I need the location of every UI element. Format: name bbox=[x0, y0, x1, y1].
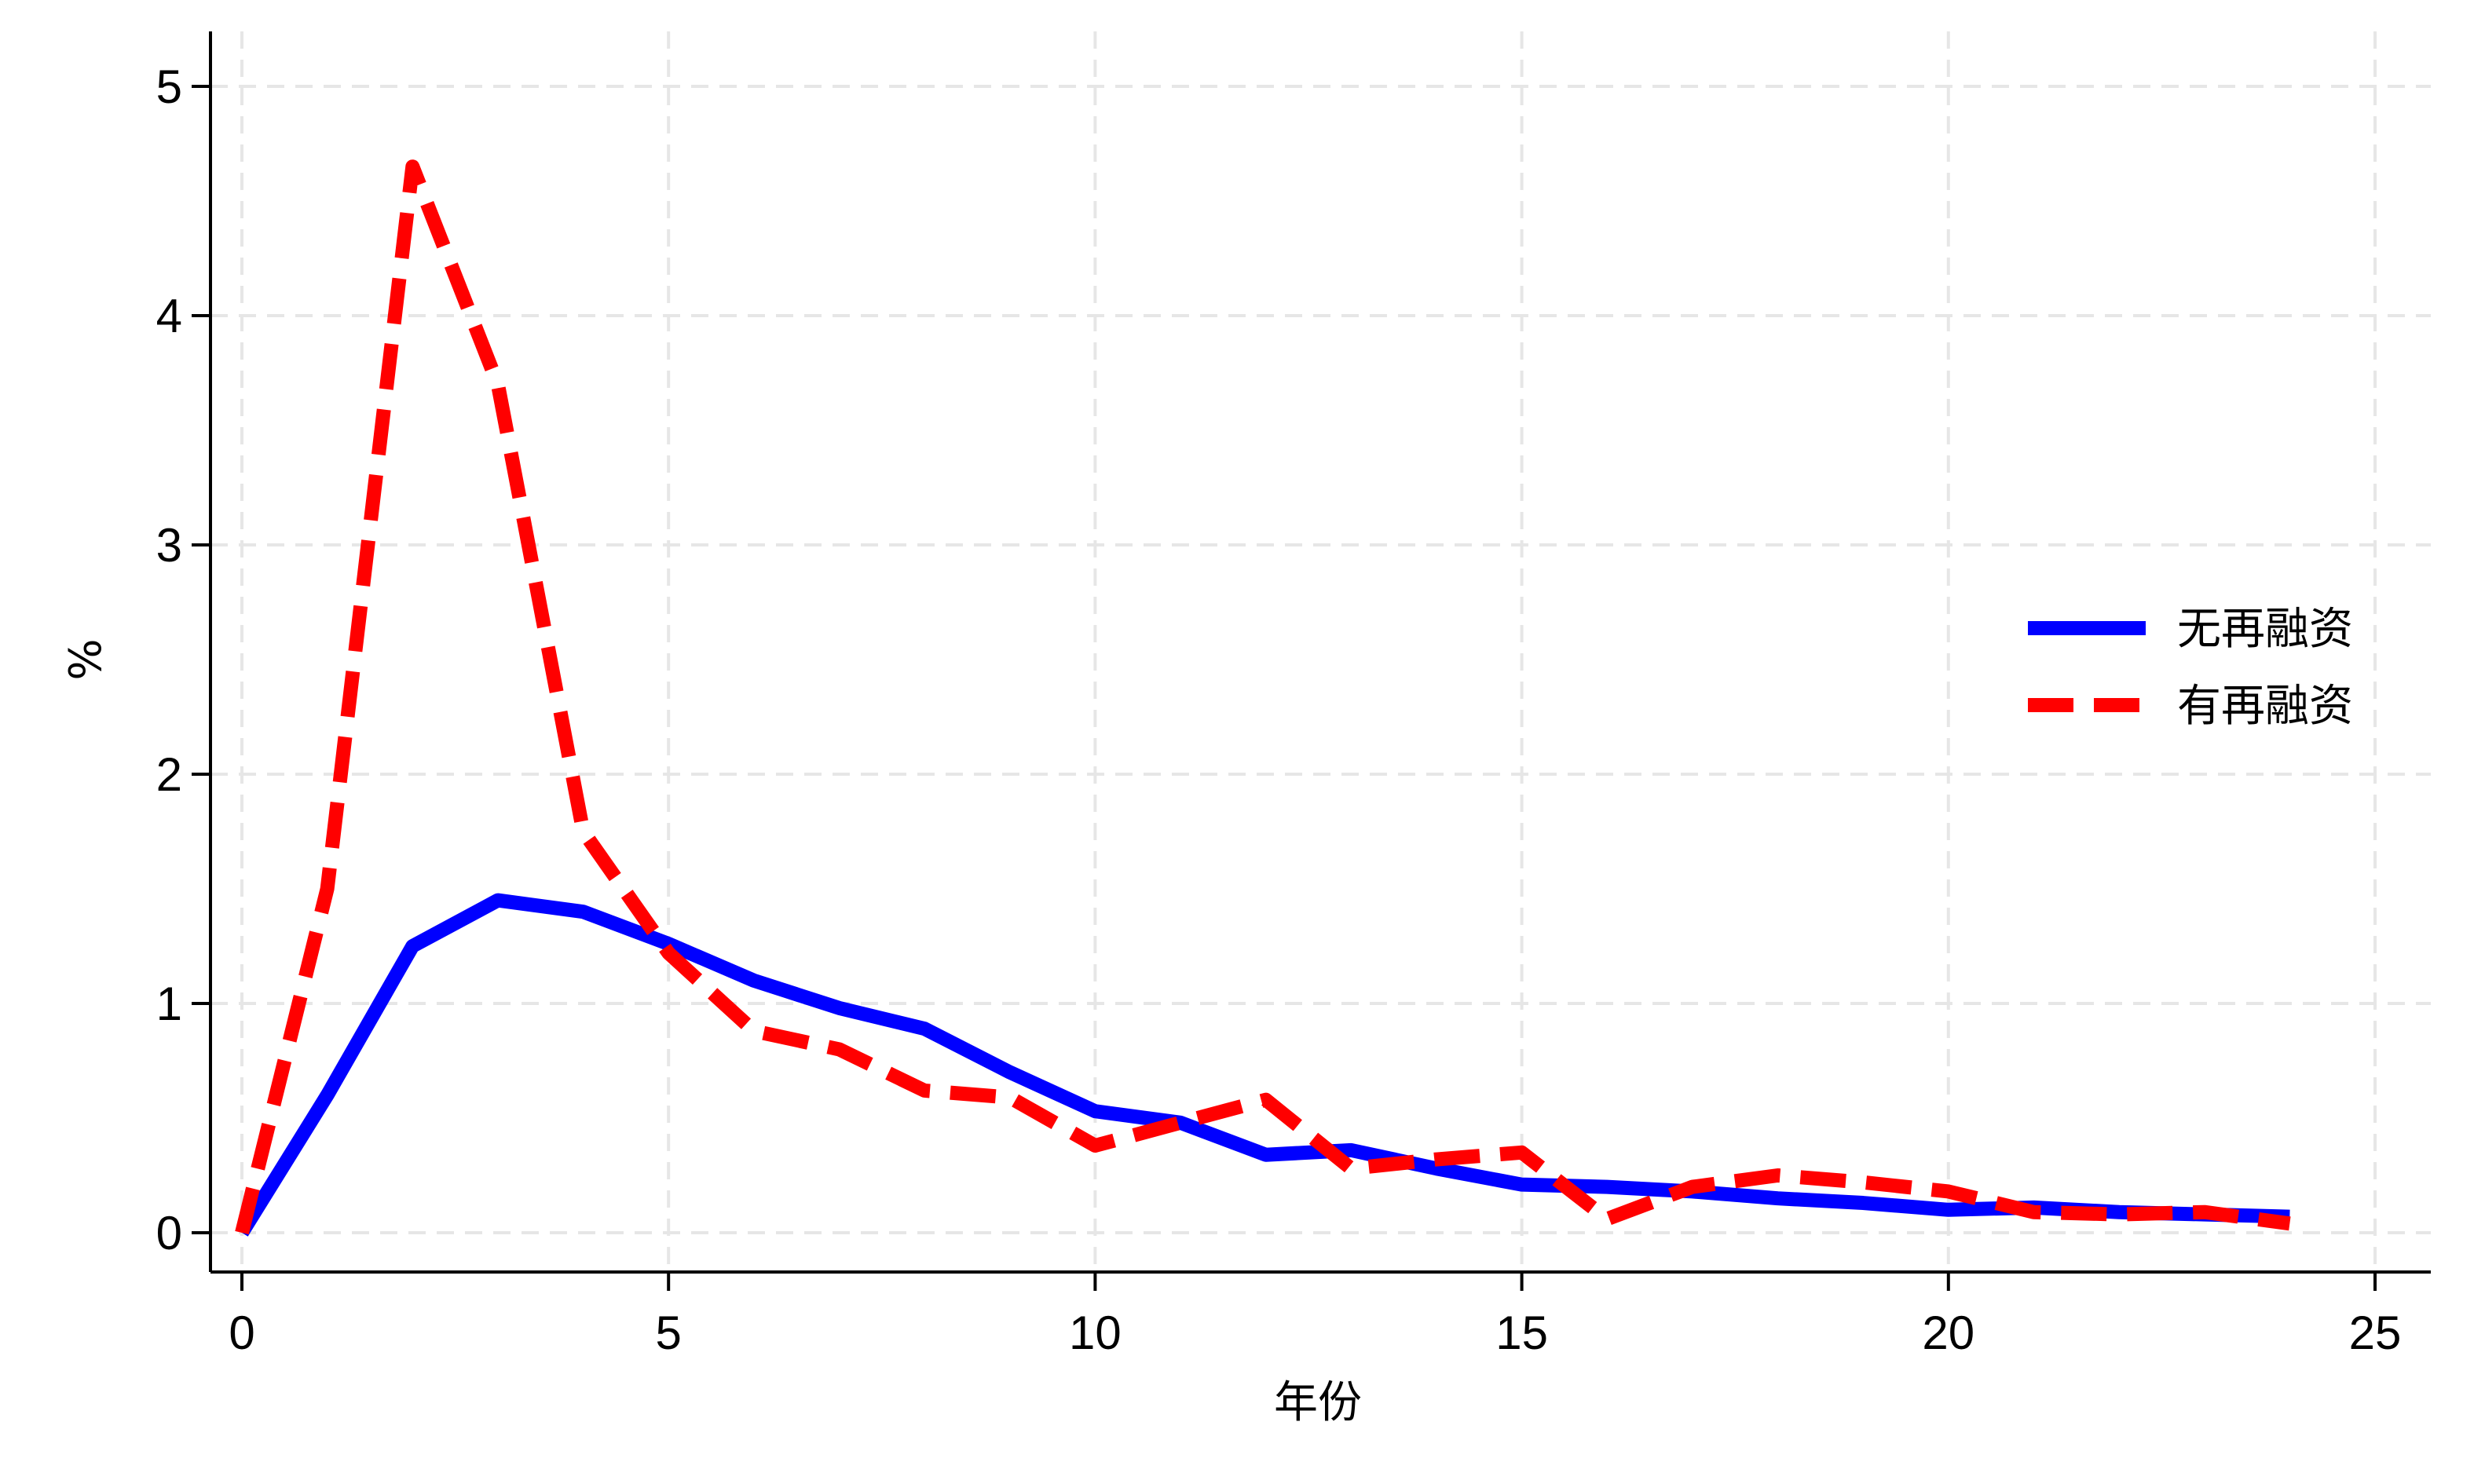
y-tick-label-1: 1 bbox=[156, 978, 182, 1030]
x-tick-label-20: 20 bbox=[1922, 1307, 1974, 1359]
y-tick-labels: 0 1 2 3 4 5 bbox=[156, 60, 182, 1259]
x-tick-labels: 0 5 10 15 20 25 bbox=[229, 1307, 2401, 1359]
legend-label-2: 有再融资 bbox=[2177, 681, 2353, 732]
series-line-1 bbox=[236, 893, 2290, 1237]
legend-label-1: 无再融资 bbox=[2177, 604, 2353, 655]
y-tick-label-5: 5 bbox=[156, 60, 182, 113]
y-tick-label-2: 2 bbox=[156, 748, 182, 801]
x-tick-label-0: 0 bbox=[229, 1307, 254, 1359]
y-axis-title: % bbox=[60, 638, 112, 680]
x-tick-label-5: 5 bbox=[656, 1307, 682, 1359]
grid bbox=[210, 31, 2431, 1272]
x-axis-title: 年份 bbox=[1274, 1377, 1362, 1428]
series-lines bbox=[235, 159, 2291, 1237]
x-tick-label-10: 10 bbox=[1069, 1307, 1122, 1359]
axes bbox=[192, 31, 2431, 1291]
x-tick-label-25: 25 bbox=[2349, 1307, 2402, 1359]
x-tick-label-15: 15 bbox=[1495, 1307, 1548, 1359]
y-tick-label-0: 0 bbox=[156, 1207, 182, 1259]
y-tick-label-3: 3 bbox=[156, 519, 182, 572]
y-tick-label-4: 4 bbox=[156, 290, 182, 342]
series-line-2 bbox=[235, 159, 2291, 1235]
